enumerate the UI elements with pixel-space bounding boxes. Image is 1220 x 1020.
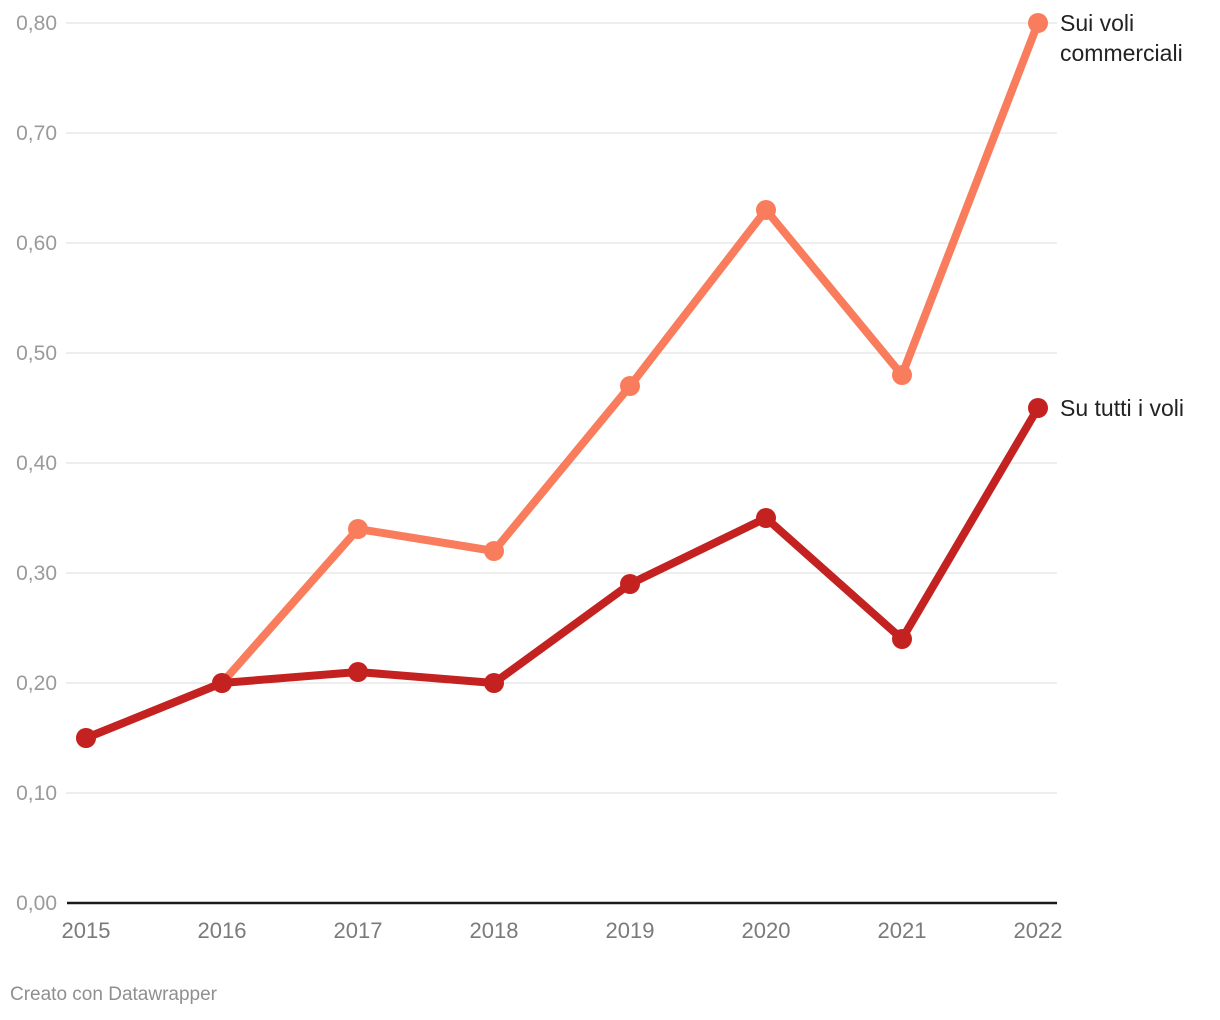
data-point-2021[interactable] bbox=[892, 365, 912, 385]
data-point-2017[interactable] bbox=[348, 519, 368, 539]
data-point-2016[interactable] bbox=[212, 673, 232, 693]
series-label-sui-voli-commerciali: Sui voli commerciali bbox=[1060, 8, 1183, 68]
data-point-2019[interactable] bbox=[620, 376, 640, 396]
data-point-2022[interactable] bbox=[1028, 13, 1048, 33]
y-tick-label: 0,20 bbox=[16, 672, 57, 695]
data-point-2022[interactable] bbox=[1028, 398, 1048, 418]
series-label-line: commerciali bbox=[1060, 40, 1183, 66]
series-label-line: Su tutti i voli bbox=[1060, 395, 1184, 421]
attribution: Creato con Datawrapper bbox=[10, 984, 217, 1005]
x-tick-label: 2020 bbox=[742, 918, 791, 943]
y-tick-label: 0,70 bbox=[16, 122, 57, 145]
data-point-2018[interactable] bbox=[484, 541, 504, 561]
series-label-line: Sui voli bbox=[1060, 10, 1135, 36]
x-tick-label: 2019 bbox=[606, 918, 655, 943]
data-point-2019[interactable] bbox=[620, 574, 640, 594]
y-tick-label: 0,40 bbox=[16, 452, 57, 475]
x-tick-label: 2016 bbox=[198, 918, 247, 943]
x-tick-label: 2017 bbox=[334, 918, 383, 943]
data-point-2020[interactable] bbox=[756, 200, 776, 220]
data-point-2020[interactable] bbox=[756, 508, 776, 528]
x-tick-label: 2018 bbox=[470, 918, 519, 943]
series-line-0 bbox=[82, 19, 1042, 742]
data-point-2017[interactable] bbox=[348, 662, 368, 682]
data-point-2018[interactable] bbox=[484, 673, 504, 693]
series-line-1 bbox=[82, 404, 1042, 742]
x-tick-label: 2022 bbox=[1014, 918, 1063, 943]
series-label-su-tutti-i-voli: Su tutti i voli bbox=[1060, 393, 1184, 423]
x-tick-label: 2021 bbox=[878, 918, 927, 943]
data-point-2021[interactable] bbox=[892, 629, 912, 649]
x-tick-label: 2015 bbox=[62, 918, 111, 943]
y-tick-label: 0,80 bbox=[16, 12, 57, 35]
y-tick-label: 0,30 bbox=[16, 562, 57, 585]
y-tick-label: 0,60 bbox=[16, 232, 57, 255]
y-tick-label: 0,50 bbox=[16, 342, 57, 365]
y-tick-label: 0,00 bbox=[16, 892, 57, 915]
data-point-2015[interactable] bbox=[76, 728, 96, 748]
y-tick-label: 0,10 bbox=[16, 782, 57, 805]
